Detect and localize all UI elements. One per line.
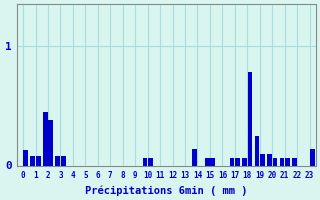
Bar	[235, 158, 240, 166]
Bar	[292, 158, 297, 166]
Bar	[210, 158, 215, 166]
Bar	[242, 158, 247, 166]
Bar	[43, 112, 48, 166]
Bar	[260, 154, 265, 166]
Text: 0: 0	[5, 161, 12, 171]
Bar	[55, 156, 60, 166]
Bar	[48, 120, 53, 166]
Bar	[142, 158, 147, 166]
Bar	[205, 158, 210, 166]
Bar	[310, 149, 315, 166]
X-axis label: Précipitations 6min ( mm ): Précipitations 6min ( mm )	[85, 185, 248, 196]
Bar	[255, 136, 260, 166]
Bar	[280, 158, 284, 166]
Bar	[36, 156, 41, 166]
Bar	[248, 72, 252, 166]
Bar	[285, 158, 290, 166]
Bar	[192, 149, 197, 166]
Bar	[30, 156, 35, 166]
Bar	[230, 158, 235, 166]
Bar	[273, 158, 277, 166]
Bar	[61, 156, 66, 166]
Bar	[267, 154, 272, 166]
Bar	[148, 158, 153, 166]
Bar	[23, 150, 28, 166]
